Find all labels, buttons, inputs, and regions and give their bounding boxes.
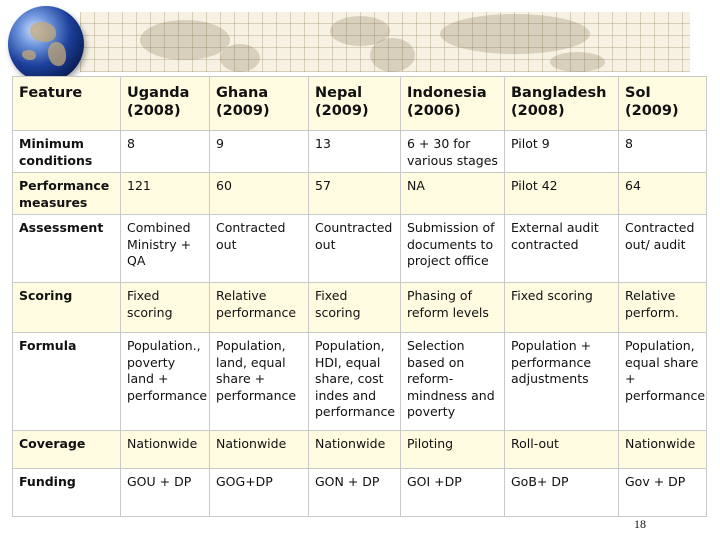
table-row: Assessment Combined Ministry + QA Contra… xyxy=(12,214,707,283)
world-map-banner xyxy=(80,12,690,72)
table-cell: Fixed scoring xyxy=(120,282,210,333)
header-cell: SoI (2009) xyxy=(618,76,707,131)
table-cell: Nationwide xyxy=(618,430,707,469)
table-cell: External audit contracted xyxy=(504,214,619,283)
table-cell: 9 xyxy=(209,130,309,173)
table-row: Funding GOU + DP GOG+DP GON + DP GOI +DP… xyxy=(12,468,707,517)
table-row: Scoring Fixed scoring Relative performan… xyxy=(12,282,707,333)
table-cell: Roll-out xyxy=(504,430,619,469)
table-cell: 8 xyxy=(618,130,707,173)
feature-cell: Assessment xyxy=(12,214,121,283)
table-cell: GOG+DP xyxy=(209,468,309,517)
table-cell: Countracted out xyxy=(308,214,401,283)
table-cell: 13 xyxy=(308,130,401,173)
header-cell: Indonesia (2006) xyxy=(400,76,505,131)
table-row: Formula Population., poverty land + perf… xyxy=(12,332,707,431)
comparison-table: Feature Uganda (2008) Ghana (2009) Nepal… xyxy=(12,76,707,517)
table-cell: Contracted out xyxy=(209,214,309,283)
table-cell: Nationwide xyxy=(209,430,309,469)
feature-cell: Funding xyxy=(12,468,121,517)
header-cell: Bangladesh (2008) xyxy=(504,76,619,131)
table-cell: Pilot 9 xyxy=(504,130,619,173)
table-cell: Fixed scoring xyxy=(308,282,401,333)
table-cell: Population, HDI, equal share, cost indes… xyxy=(308,332,401,431)
globe-icon xyxy=(8,6,84,82)
table-cell: NA xyxy=(400,172,505,215)
table-cell: GoB+ DP xyxy=(504,468,619,517)
header-cell: Feature xyxy=(12,76,121,131)
feature-cell: Performance measures xyxy=(12,172,121,215)
table-cell: 6 + 30 for various stages xyxy=(400,130,505,173)
table-cell: Combined Ministry + QA xyxy=(120,214,210,283)
table-row: Minimum conditions 8 9 13 6 + 30 for var… xyxy=(12,130,707,173)
header-cell: Ghana (2009) xyxy=(209,76,309,131)
table-cell: Fixed scoring xyxy=(504,282,619,333)
table-cell: 60 xyxy=(209,172,309,215)
feature-cell: Coverage xyxy=(12,430,121,469)
table-cell: Population, land, equal share + performa… xyxy=(209,332,309,431)
table-cell: GON + DP xyxy=(308,468,401,517)
header-row: Feature Uganda (2008) Ghana (2009) Nepal… xyxy=(12,76,707,131)
table-cell: Gov + DP xyxy=(618,468,707,517)
table-cell: GOU + DP xyxy=(120,468,210,517)
table-cell: GOI +DP xyxy=(400,468,505,517)
table-cell: Pilot 42 xyxy=(504,172,619,215)
table-cell: Population, equal share + performance xyxy=(618,332,707,431)
table-cell: 121 xyxy=(120,172,210,215)
table-row: Coverage Nationwide Nationwide Nationwid… xyxy=(12,430,707,469)
table-cell: Population., poverty land + performance xyxy=(120,332,210,431)
page-number: 18 xyxy=(634,517,646,531)
table-cell: Contracted out/ audit xyxy=(618,214,707,283)
table-cell: Phasing of reform levels xyxy=(400,282,505,333)
table-cell: Relative performance xyxy=(209,282,309,333)
table-cell: Population + performance adjustments xyxy=(504,332,619,431)
table-cell: Submission of documents to project offic… xyxy=(400,214,505,283)
header-cell: Uganda (2008) xyxy=(120,76,210,131)
table-cell: 8 xyxy=(120,130,210,173)
header-cell: Nepal (2009) xyxy=(308,76,401,131)
table-cell: 64 xyxy=(618,172,707,215)
table-row: Performance measures 121 60 57 NA Pilot … xyxy=(12,172,707,215)
feature-cell: Formula xyxy=(12,332,121,431)
table-cell: Piloting xyxy=(400,430,505,469)
table-cell: Nationwide xyxy=(308,430,401,469)
table-cell: Nationwide xyxy=(120,430,210,469)
table-cell: Selection based on reform-mindness and p… xyxy=(400,332,505,431)
table-cell: Relative perform. xyxy=(618,282,707,333)
feature-cell: Minimum conditions xyxy=(12,130,121,173)
table-cell: 57 xyxy=(308,172,401,215)
feature-cell: Scoring xyxy=(12,282,121,333)
